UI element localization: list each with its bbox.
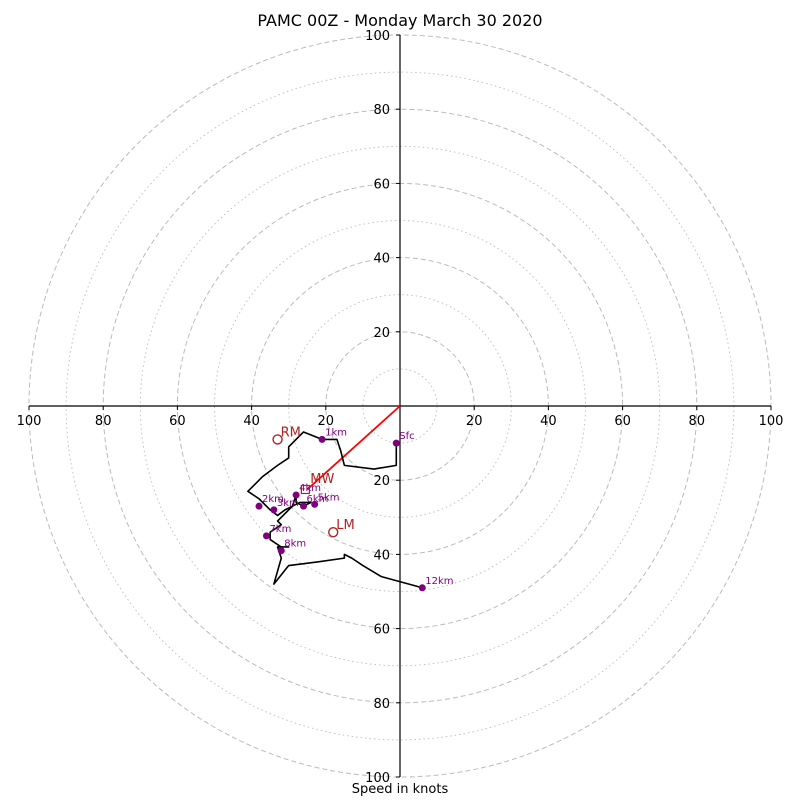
x-tick-label: 100 <box>759 414 784 429</box>
shear-vector-line <box>306 405 401 491</box>
x-tick-label: 40 <box>243 414 260 429</box>
height-marker-12km <box>418 584 426 592</box>
height-label-2km: 2km <box>262 494 284 505</box>
y-tick-label: 20 <box>373 474 390 489</box>
y-tick-label: 40 <box>373 252 390 267</box>
y-tick-label: 60 <box>373 623 390 638</box>
y-tick-label: 80 <box>373 103 390 118</box>
x-tick-label: 80 <box>95 414 112 429</box>
y-tick-label: 60 <box>373 177 390 192</box>
y-tick-label: 80 <box>373 697 390 712</box>
y-tick-label: 100 <box>365 771 390 786</box>
x-tick-label: 100 <box>17 414 42 429</box>
height-marker-1km <box>318 435 326 443</box>
chart-title: PAMC 00Z - Monday March 30 2020 <box>257 11 543 30</box>
height-label-5km: 5km <box>318 492 340 503</box>
hodograph-trace <box>247 431 423 589</box>
y-tick-label: 20 <box>373 326 390 341</box>
height-marker-3km <box>270 506 278 514</box>
y-tick-label: 100 <box>365 29 390 44</box>
height-label-3km: 3km <box>277 498 299 509</box>
height-marker-sfc <box>392 439 400 447</box>
x-tick-label: 20 <box>318 414 335 429</box>
height-marker-7km <box>262 532 270 540</box>
height-label-sfc: Sfc <box>399 431 414 442</box>
x-tick-label: 60 <box>614 414 631 429</box>
storm-marker-rm <box>272 434 283 445</box>
height-label-8km: 8km <box>284 539 306 550</box>
x-tick-label: 80 <box>689 414 706 429</box>
height-label-7km: 7km <box>269 524 291 535</box>
x-tick-label: 20 <box>466 414 483 429</box>
x-axis-label: Speed in knots <box>351 782 449 797</box>
height-marker-2km <box>255 502 263 510</box>
height-label-4km: 4km <box>299 483 321 494</box>
height-marker-8km <box>277 547 285 555</box>
x-tick-label: 60 <box>169 414 186 429</box>
x-tick-label: 40 <box>540 414 557 429</box>
storm-marker-dm <box>300 484 310 495</box>
height-label-6km: 6km <box>307 494 329 505</box>
y-tick-label: 40 <box>373 548 390 563</box>
storm-label-lm: LM <box>336 518 354 533</box>
storm-label-mw: MW <box>310 472 334 487</box>
storm-marker-lm <box>328 526 339 538</box>
height-label-12km: 12km <box>425 576 453 587</box>
height-marker-4km <box>292 491 300 499</box>
storm-label-rm: RM <box>281 425 301 440</box>
height-label-1km: 1km <box>325 427 347 438</box>
height-marker-6km <box>300 502 308 510</box>
height-marker-5km <box>311 500 319 508</box>
